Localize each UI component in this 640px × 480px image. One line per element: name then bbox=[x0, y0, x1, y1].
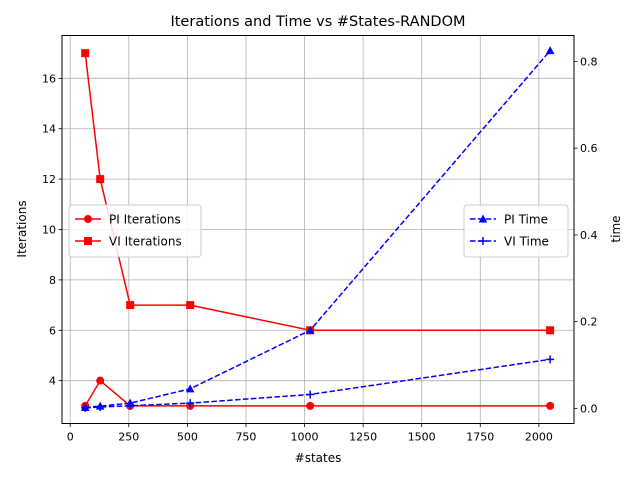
data-point-pi-iterations bbox=[546, 401, 555, 410]
y-left-tick-label: 16 bbox=[42, 72, 56, 85]
series-line-vi-iterations bbox=[84, 53, 551, 332]
data-point-vi-iterations bbox=[126, 301, 135, 310]
legend-marker-pi-time bbox=[478, 214, 488, 223]
x-tick-label: 0 bbox=[67, 431, 74, 444]
legend-marker-vi-iterations bbox=[84, 237, 92, 245]
data-point-vi-time bbox=[126, 401, 135, 410]
x-tick-label: 1250 bbox=[349, 431, 377, 444]
y-left-tick-label: 4 bbox=[49, 375, 56, 388]
x-tick-label: 1750 bbox=[466, 431, 494, 444]
y-left-tick-label: 8 bbox=[49, 274, 56, 287]
series-layer bbox=[80, 46, 555, 412]
data-point-vi-time bbox=[186, 399, 195, 408]
legend-box bbox=[68, 204, 202, 258]
x-tick-label: 750 bbox=[235, 431, 256, 444]
data-point-pi-iterations bbox=[306, 401, 315, 410]
chart-title: Iterations and Time vs #States-RANDOM bbox=[170, 14, 465, 30]
data-point-vi-iterations bbox=[186, 301, 195, 310]
x-tick-label: 1000 bbox=[291, 431, 319, 444]
data-point-pi-time bbox=[185, 384, 195, 393]
data-point-pi-iterations bbox=[96, 376, 105, 385]
data-point-pi-time bbox=[545, 46, 555, 55]
x-tick-label: 500 bbox=[177, 431, 198, 444]
series-vi-time bbox=[81, 355, 555, 412]
x-axis-ticks: 0 250 500 750 1000 1250 1500 1750 2000 bbox=[67, 423, 553, 444]
y-right-tick-label: 0.2 bbox=[580, 316, 598, 329]
y-left-tick-label: 6 bbox=[49, 324, 56, 337]
data-point-vi-iterations bbox=[96, 175, 105, 184]
y-right-axis-ticks: 0.0 0.2 0.4 0.6 0.8 bbox=[574, 56, 598, 415]
data-point-vi-iterations bbox=[81, 49, 90, 58]
y-left-axis-ticks: 4 6 8 10 12 14 16 bbox=[42, 72, 62, 388]
x-axis-label: #states bbox=[295, 451, 342, 465]
y-left-tick-label: 14 bbox=[42, 123, 56, 136]
y-right-tick-label: 0.8 bbox=[580, 56, 598, 69]
y-right-tick-label: 0.6 bbox=[580, 142, 598, 155]
x-tick-label: 2000 bbox=[525, 431, 553, 444]
x-tick-label: 250 bbox=[118, 431, 139, 444]
y-left-tick-label: 10 bbox=[42, 224, 56, 237]
data-point-vi-time bbox=[96, 403, 105, 412]
legend-label-pi-iterations: PI Iterations bbox=[109, 213, 181, 227]
legend-label-pi-time: PI Time bbox=[504, 213, 548, 227]
legend-label-vi-iterations: VI Iterations bbox=[109, 235, 182, 249]
y-left-tick-label: 12 bbox=[42, 173, 56, 186]
legend-label-vi-time: VI Time bbox=[504, 235, 549, 249]
legend-marker-vi-time bbox=[479, 237, 487, 245]
x-tick-label: 1500 bbox=[408, 431, 436, 444]
series-line-pi-iterations bbox=[84, 379, 551, 407]
data-point-vi-time bbox=[306, 390, 315, 399]
legend-iterations: PI Iterations VI Iterations bbox=[68, 204, 202, 258]
data-point-vi-time bbox=[81, 403, 90, 412]
y-right-tick-label: 0.4 bbox=[580, 229, 598, 242]
y-right-tick-label: 0.0 bbox=[580, 402, 598, 415]
data-point-pi-time bbox=[305, 325, 315, 334]
legend-time: PI Time VI Time bbox=[463, 204, 569, 258]
legend-box bbox=[463, 204, 569, 258]
legend-marker-pi-iterations bbox=[84, 215, 92, 223]
data-point-vi-iterations bbox=[546, 326, 555, 335]
data-point-vi-time bbox=[546, 355, 555, 364]
y-left-axis-label: Iterations bbox=[15, 200, 29, 257]
y-right-axis-label: time bbox=[609, 215, 623, 242]
